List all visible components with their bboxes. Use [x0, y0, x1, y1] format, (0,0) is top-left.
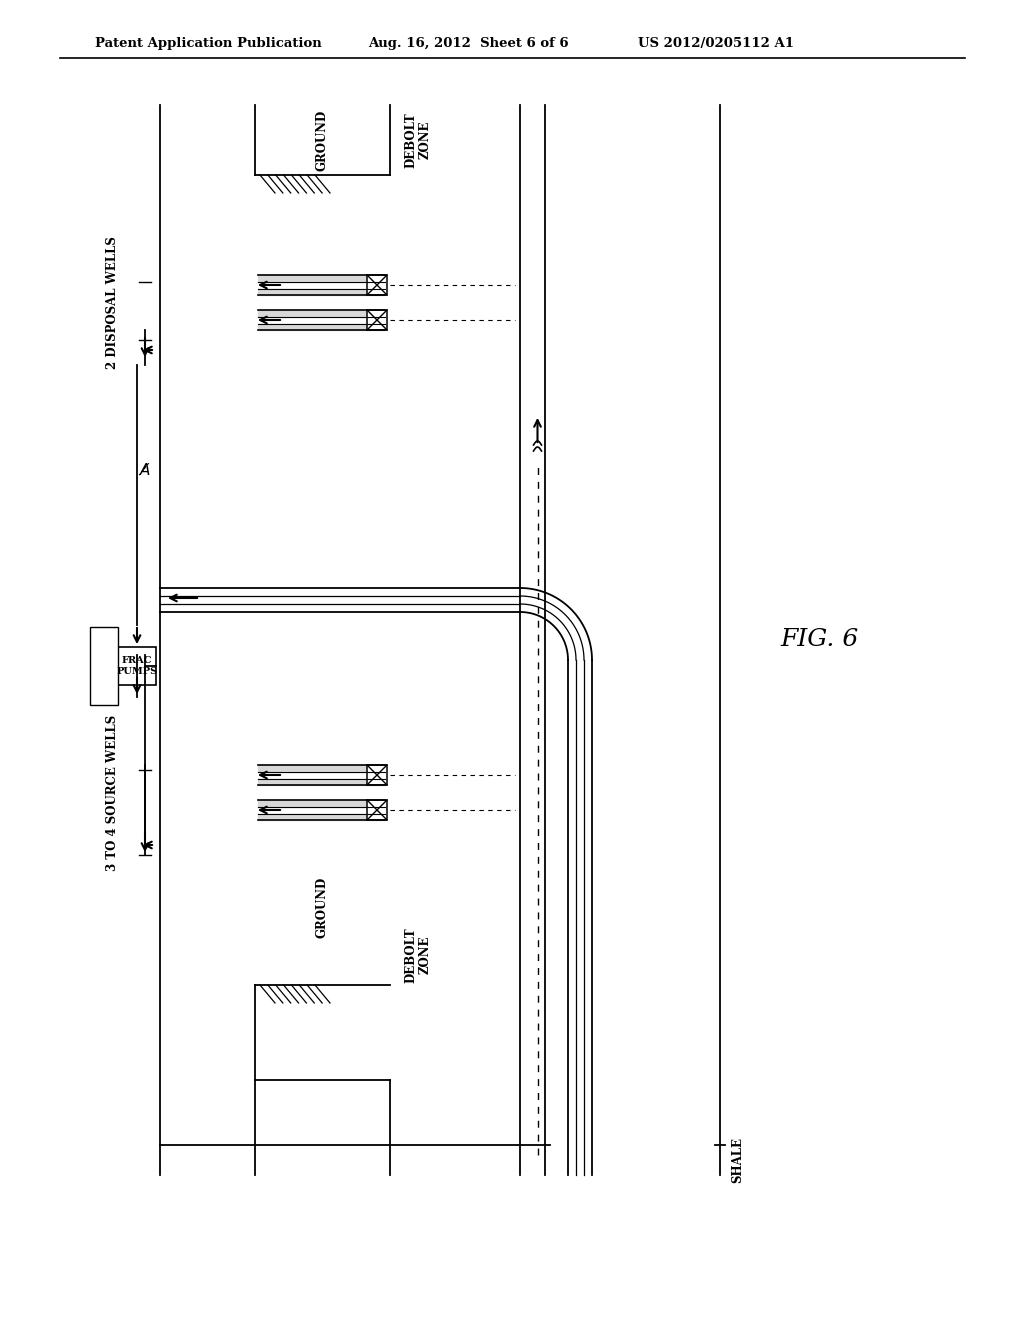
Text: US 2012/0205112 A1: US 2012/0205112 A1	[638, 37, 794, 50]
Bar	[367, 275, 387, 294]
Text: FIG. 6: FIG. 6	[781, 628, 859, 652]
Text: Patent Application Publication: Patent Application Publication	[95, 37, 322, 50]
Bar	[367, 310, 387, 330]
Text: GROUND: GROUND	[316, 110, 329, 170]
Text: GROUND: GROUND	[316, 876, 329, 939]
Text: DEBOLT
ZONE: DEBOLT ZONE	[404, 112, 432, 168]
Bar	[118, 647, 156, 685]
Text: FRAC
PUMPS: FRAC PUMPS	[117, 656, 158, 676]
Bar	[90, 627, 118, 705]
Bar	[367, 766, 387, 785]
Text: Aug. 16, 2012  Sheet 6 of 6: Aug. 16, 2012 Sheet 6 of 6	[368, 37, 568, 50]
Text: $\not\!\!\!\!A$: $\not\!\!\!\!A$	[138, 462, 152, 479]
Text: SHALE: SHALE	[731, 1137, 744, 1183]
Bar	[367, 800, 387, 820]
Text: 2 DISPOSAL WELLS: 2 DISPOSAL WELLS	[105, 236, 119, 368]
Text: 3 TO 4 SOURCE WELLS: 3 TO 4 SOURCE WELLS	[105, 714, 119, 871]
Text: DEBOLT
ZONE: DEBOLT ZONE	[404, 927, 432, 983]
